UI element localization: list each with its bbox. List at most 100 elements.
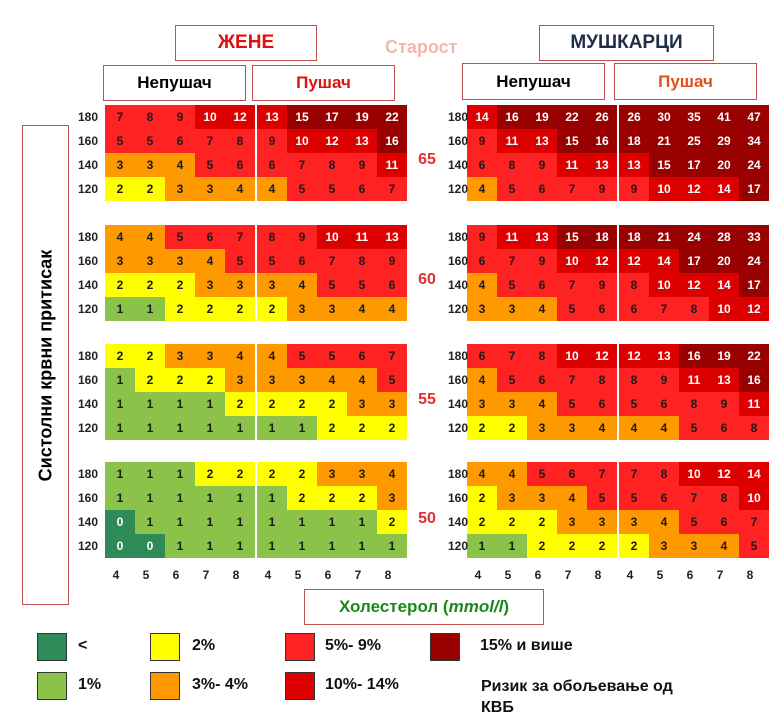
- risk-cell: 8: [497, 153, 527, 177]
- risk-cell: 28: [709, 225, 739, 249]
- risk-cell: 11: [497, 225, 527, 249]
- risk-cell: 24: [739, 249, 769, 273]
- risk-cell: 12: [587, 249, 617, 273]
- y-tick-label: 140: [77, 397, 98, 411]
- risk-cell: 6: [467, 344, 497, 368]
- risk-cell: 3: [317, 297, 347, 321]
- risk-cell: 7: [619, 462, 649, 486]
- y-tick-label: 120: [447, 182, 468, 196]
- risk-cell: 2: [467, 486, 497, 510]
- risk-cell: 1: [317, 534, 347, 558]
- risk-cell: 9: [527, 153, 557, 177]
- y-tick-label: 120: [447, 421, 468, 435]
- risk-cell: 8: [679, 297, 709, 321]
- risk-cell: 3: [225, 273, 255, 297]
- risk-cell: 11: [497, 129, 527, 153]
- risk-cell: 18: [619, 225, 649, 249]
- risk-cell: 3: [527, 416, 557, 440]
- risk-cell: 7: [317, 249, 347, 273]
- age-label: 65: [418, 151, 436, 168]
- risk-grid-men-smoker-age-50: 7 8 10 12 14 5 6 7 8 10 3 4 5 6 7 2 3 3 4 5: [619, 462, 769, 558]
- y-tick-label: 140: [77, 278, 98, 292]
- risk-cell: 1: [287, 510, 317, 534]
- risk-cell: 8: [225, 129, 255, 153]
- risk-cell: 0: [105, 510, 135, 534]
- risk-cell: 8: [257, 225, 287, 249]
- risk-cell: 18: [619, 129, 649, 153]
- risk-cell: 4: [709, 534, 739, 558]
- risk-cell: 6: [527, 273, 557, 297]
- risk-cell: 5: [317, 177, 347, 201]
- legend-caption-line1: Ризик за обољевање од: [481, 678, 673, 695]
- age-label: 50: [418, 510, 436, 527]
- risk-cell: 1: [257, 486, 287, 510]
- risk-cell: 1: [105, 416, 135, 440]
- risk-cell: 1: [165, 462, 195, 486]
- risk-cell: 4: [347, 368, 377, 392]
- risk-cell: 2: [317, 486, 347, 510]
- risk-cell: 14: [709, 273, 739, 297]
- risk-cell: 2: [105, 177, 135, 201]
- risk-cell: 2: [287, 486, 317, 510]
- y-tick-label: 180: [447, 110, 468, 124]
- risk-cell: 10: [649, 177, 679, 201]
- risk-cell: 5: [619, 486, 649, 510]
- y-axis-label-text: Систолни крвни притисак: [35, 249, 55, 481]
- risk-cell: 2: [467, 510, 497, 534]
- x-tick-label: 5: [656, 568, 664, 582]
- legend-swatch: [37, 633, 67, 661]
- risk-cell: 7: [679, 486, 709, 510]
- risk-cell: 1: [105, 368, 135, 392]
- risk-cell: 14: [467, 105, 497, 129]
- risk-cell: 2: [287, 392, 317, 416]
- risk-cell: 4: [257, 177, 287, 201]
- risk-cell: 4: [467, 273, 497, 297]
- risk-cell: 21: [649, 129, 679, 153]
- y-axis-label: Систолни крвни притисак: [22, 125, 69, 605]
- risk-cell: 4: [225, 177, 255, 201]
- age-header: Старост: [385, 37, 458, 57]
- risk-cell: 4: [165, 153, 195, 177]
- y-tick-label: 180: [77, 467, 98, 481]
- risk-cell: 1: [165, 416, 195, 440]
- risk-cell: 6: [165, 129, 195, 153]
- risk-cell: 2: [225, 297, 255, 321]
- legend-swatch: [285, 633, 315, 661]
- risk-cell: 5: [257, 249, 287, 273]
- risk-cell: 2: [165, 368, 195, 392]
- x-axis-label-close: ): [503, 597, 510, 616]
- risk-cell: 1: [467, 534, 497, 558]
- risk-cell: 4: [527, 392, 557, 416]
- risk-cell: 8: [347, 249, 377, 273]
- x-tick-label: 8: [384, 568, 392, 582]
- risk-cell: 11: [377, 153, 407, 177]
- risk-cell: 5: [679, 510, 709, 534]
- risk-cell: 1: [135, 297, 165, 321]
- risk-cell: 3: [135, 249, 165, 273]
- risk-grid-men-smoker-age-60: 18 21 24 28 33 12 14 17 20 24 8 10 12 14 17 6 7 8 10 12: [619, 225, 769, 321]
- x-tick-label: 5: [504, 568, 512, 582]
- risk-cell: 7: [377, 344, 407, 368]
- risk-cell: 1: [135, 416, 165, 440]
- risk-cell: 3: [587, 510, 617, 534]
- risk-cell: 17: [317, 105, 347, 129]
- risk-cell: 9: [257, 129, 287, 153]
- risk-cell: 9: [467, 129, 497, 153]
- risk-cell: 10: [317, 225, 347, 249]
- risk-cell: 2: [557, 534, 587, 558]
- risk-cell: 6: [709, 510, 739, 534]
- y-tick-label: 120: [77, 539, 98, 553]
- risk-cell: 5: [195, 153, 225, 177]
- risk-cell: 3: [135, 153, 165, 177]
- risk-cell: 24: [679, 225, 709, 249]
- risk-cell: 19: [527, 105, 557, 129]
- risk-cell: 22: [739, 344, 769, 368]
- legend-label: 15% и више: [480, 637, 573, 654]
- legend-caption-line2: КВБ: [481, 699, 514, 716]
- risk-cell: 5: [287, 344, 317, 368]
- y-tick-label: 160: [77, 254, 98, 268]
- risk-cell: 7: [649, 297, 679, 321]
